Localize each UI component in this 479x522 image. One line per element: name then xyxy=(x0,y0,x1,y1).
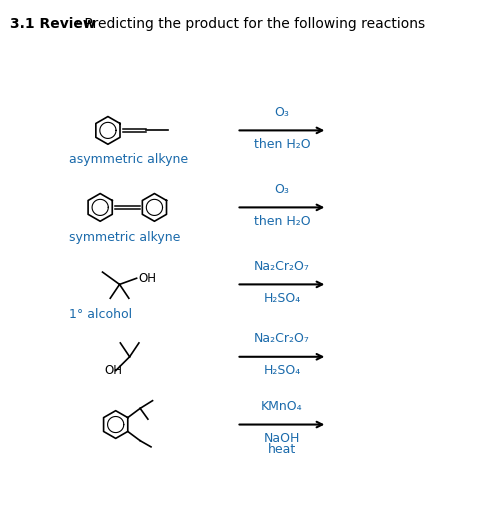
Text: OH: OH xyxy=(105,364,123,377)
Text: Na₂Cr₂O₇: Na₂Cr₂O₇ xyxy=(254,260,310,273)
Text: 3.1 Review: 3.1 Review xyxy=(10,17,96,31)
Text: OH: OH xyxy=(138,272,156,284)
Text: symmetric alkyne: symmetric alkyne xyxy=(69,231,181,243)
Text: then H₂O: then H₂O xyxy=(253,138,310,151)
Text: heat: heat xyxy=(268,443,296,456)
Text: asymmetric alkyne: asymmetric alkyne xyxy=(69,153,188,167)
Text: O₃: O₃ xyxy=(274,106,289,119)
Text: : Predicting the product for the following reactions: : Predicting the product for the followi… xyxy=(71,17,425,31)
Text: Na₂Cr₂O₇: Na₂Cr₂O₇ xyxy=(254,332,310,345)
Text: H₂SO₄: H₂SO₄ xyxy=(263,292,300,305)
Text: KMnO₄: KMnO₄ xyxy=(261,400,303,413)
Text: O₃: O₃ xyxy=(274,183,289,196)
Text: H₂SO₄: H₂SO₄ xyxy=(263,364,300,377)
Text: 1° alcohol: 1° alcohol xyxy=(69,307,132,321)
Text: NaOH: NaOH xyxy=(264,432,300,445)
Text: then H₂O: then H₂O xyxy=(253,215,310,228)
